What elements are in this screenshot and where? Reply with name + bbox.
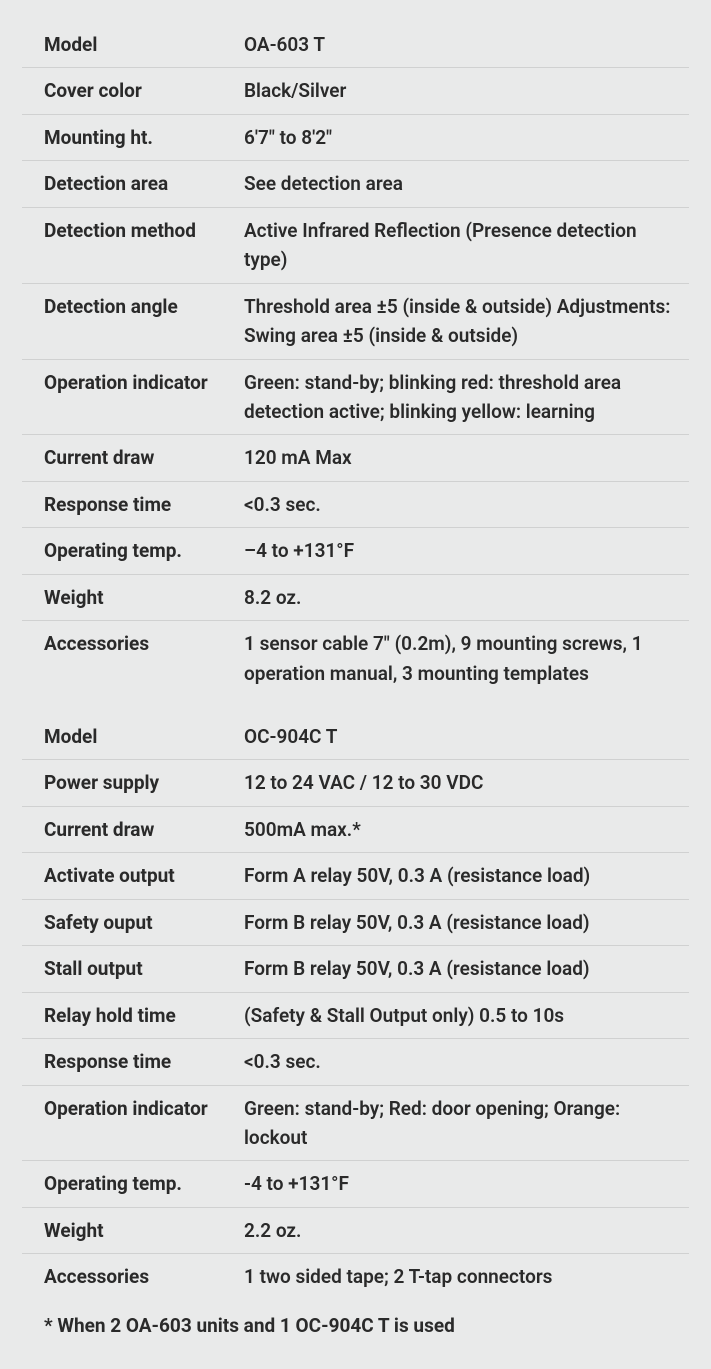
- spec-value: 1 sensor cable 7" (0.2m), 9 mounting scr…: [244, 629, 671, 688]
- spec-value: 120 mA Max: [244, 443, 671, 472]
- spec-value: Form A relay 50V, 0.3 A (resistance load…: [244, 861, 671, 890]
- spec-label: Operation indicator: [44, 368, 244, 427]
- spec-value: <0.3 sec.: [244, 1047, 671, 1076]
- spec-label: Accessories: [44, 629, 244, 688]
- spec-value: See detection area: [244, 169, 671, 198]
- spec-label: Operating temp.: [44, 536, 244, 565]
- spec-label: Weight: [44, 583, 244, 612]
- spec-label: Response time: [44, 1047, 244, 1076]
- spec-row: Weight2.2 oz.: [22, 1208, 689, 1254]
- spec-row: Weight8.2 oz.: [22, 575, 689, 621]
- spec-value: 500mA max.*: [244, 815, 671, 844]
- spec-row: Mounting ht.6'7" to 8'2": [22, 115, 689, 161]
- spec-value: OC-904C T: [244, 722, 671, 751]
- spec-row: Operation indicatorGreen: stand-by; blin…: [22, 360, 689, 436]
- spec-row: Response time<0.3 sec.: [22, 482, 689, 528]
- spec-row: Current draw120 mA Max: [22, 435, 689, 481]
- spec-row: Relay hold time(Safety & Stall Output on…: [22, 993, 689, 1039]
- spec-table-1: ModelOA-603 TCover colorBlack/SilverMoun…: [22, 22, 689, 696]
- spec-label: Mounting ht.: [44, 123, 244, 152]
- spec-label: Model: [44, 30, 244, 59]
- spec-value: OA-603 T: [244, 30, 671, 59]
- spec-label: Detection angle: [44, 292, 244, 351]
- spec-row: Safety ouputForm B relay 50V, 0.3 A (res…: [22, 900, 689, 946]
- spec-label: Relay hold time: [44, 1001, 244, 1030]
- spec-row: Operating temp.–4 to +131°F: [22, 528, 689, 574]
- spec-row: Accessories1 two sided tape; 2 T-tap con…: [22, 1254, 689, 1299]
- spec-row: ModelOA-603 T: [22, 22, 689, 68]
- spec-row: Detection angleThreshold area ±5 (inside…: [22, 284, 689, 360]
- spec-label: Accessories: [44, 1262, 244, 1291]
- spec-value: Green: stand-by; Red: door opening; Oran…: [244, 1094, 671, 1153]
- spec-value: 8.2 oz.: [244, 583, 671, 612]
- spec-row: Activate outputForm A relay 50V, 0.3 A (…: [22, 853, 689, 899]
- footnote: * When 2 OA-603 units and 1 OC-904C T is…: [22, 1300, 689, 1347]
- spec-row: Accessories1 sensor cable 7" (0.2m), 9 m…: [22, 621, 689, 696]
- spec-row: Detection areaSee detection area: [22, 161, 689, 207]
- spec-value: Form B relay 50V, 0.3 A (resistance load…: [244, 954, 671, 983]
- table-gap: [22, 696, 689, 714]
- spec-row: ModelOC-904C T: [22, 714, 689, 760]
- spec-label: Cover color: [44, 76, 244, 105]
- spec-label: Detection method: [44, 216, 244, 275]
- spec-value: –4 to +131°F: [244, 536, 671, 565]
- spec-value: 2.2 oz.: [244, 1216, 671, 1245]
- spec-label: Operating temp.: [44, 1169, 244, 1198]
- spec-value: 1 two sided tape; 2 T-tap connectors: [244, 1262, 671, 1291]
- spec-label: Operation indicator: [44, 1094, 244, 1153]
- spec-value: -4 to +131°F: [244, 1169, 671, 1198]
- spec-label: Weight: [44, 1216, 244, 1245]
- spec-label: Current draw: [44, 443, 244, 472]
- spec-table-2: ModelOC-904C TPower supply12 to 24 VAC /…: [22, 714, 689, 1300]
- spec-row: Stall outputForm B relay 50V, 0.3 A (res…: [22, 946, 689, 992]
- spec-row: Operation indicatorGreen: stand-by; Red:…: [22, 1086, 689, 1162]
- spec-label: Stall output: [44, 954, 244, 983]
- spec-row: Current draw500mA max.*: [22, 807, 689, 853]
- spec-row: Detection methodActive Infrared Reflecti…: [22, 208, 689, 284]
- spec-row: Response time<0.3 sec.: [22, 1039, 689, 1085]
- spec-row: Operating temp.-4 to +131°F: [22, 1161, 689, 1207]
- spec-label: Model: [44, 722, 244, 751]
- spec-row: Cover colorBlack/Silver: [22, 68, 689, 114]
- spec-label: Activate output: [44, 861, 244, 890]
- spec-label: Safety ouput: [44, 908, 244, 937]
- spec-value: 6'7" to 8'2": [244, 123, 671, 152]
- spec-value: 12 to 24 VAC / 12 to 30 VDC: [244, 768, 671, 797]
- spec-value: Threshold area ±5 (inside & outside) Adj…: [244, 292, 671, 351]
- spec-value: <0.3 sec.: [244, 490, 671, 519]
- spec-value: Black/Silver: [244, 76, 671, 105]
- spec-label: Detection area: [44, 169, 244, 198]
- spec-label: Response time: [44, 490, 244, 519]
- spec-value: Form B relay 50V, 0.3 A (resistance load…: [244, 908, 671, 937]
- spec-label: Current draw: [44, 815, 244, 844]
- spec-label: Power supply: [44, 768, 244, 797]
- spec-value: (Safety & Stall Output only) 0.5 to 10s: [244, 1001, 671, 1030]
- spec-value: Active Infrared Reflection (Presence det…: [244, 216, 671, 275]
- spec-row: Power supply12 to 24 VAC / 12 to 30 VDC: [22, 760, 689, 806]
- spec-value: Green: stand-by; blinking red: threshold…: [244, 368, 671, 427]
